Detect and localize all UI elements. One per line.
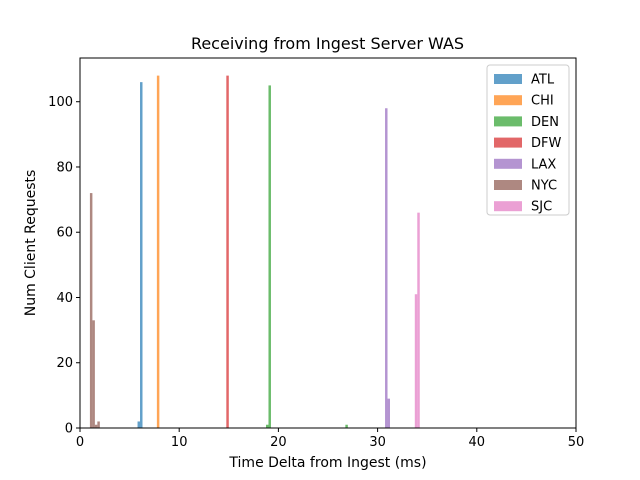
x-tick-label: 10: [171, 435, 188, 450]
legend-label-sjc: SJC: [531, 200, 552, 215]
x-tick-label: 30: [369, 435, 386, 450]
y-tick-label: 20: [56, 356, 73, 371]
y-axis-label: Num Client Requests: [23, 170, 39, 317]
bar-den-2: [345, 424, 348, 428]
legend-label-dfw: DFW: [531, 136, 561, 151]
legend-label-nyc: NYC: [531, 179, 557, 194]
legend-label-atl: ATL: [531, 73, 555, 88]
bar-lax-1: [387, 398, 390, 428]
legend-label-chi: CHI: [531, 94, 554, 109]
bar-den-1: [268, 85, 271, 428]
y-tick-label: 0: [65, 422, 73, 437]
bar-nyc-3: [97, 421, 100, 428]
legend-label-den: DEN: [531, 115, 559, 130]
legend-swatch-dfw: [494, 137, 522, 148]
y-axis: 0 20 40 60 80 100: [48, 95, 80, 437]
y-tick-label: 100: [48, 95, 73, 110]
bar-chi-0: [156, 75, 160, 429]
legend-label-lax: LAX: [531, 157, 556, 172]
legend-swatch-chi: [494, 95, 522, 106]
bars-layer: [89, 75, 420, 429]
bar-atl-1: [140, 82, 143, 428]
legend-swatch-den: [494, 116, 522, 127]
bar-atl-0: [137, 421, 141, 428]
plot-frame: [79, 57, 577, 429]
y-tick-label: 80: [56, 160, 73, 175]
bar-nyc-2: [94, 424, 98, 428]
y-tick-label: 40: [56, 291, 73, 306]
legend-swatch-atl: [494, 74, 522, 84]
bar-dfw-0: [226, 75, 229, 429]
x-tick-label: 40: [469, 435, 486, 450]
legend-swatch-sjc: [494, 201, 522, 212]
y-tick-label: 60: [56, 226, 73, 241]
x-tick-label: 50: [568, 435, 585, 450]
chart-title: Receiving from Ingest Server WAS: [191, 34, 464, 53]
x-axis-label: Time Delta from Ingest (ms): [228, 455, 426, 471]
bar-nyc-0: [89, 193, 93, 428]
bar-sjc-1: [417, 212, 420, 428]
bar-lax-0: [385, 108, 388, 428]
bar-den-0: [266, 424, 269, 428]
legend: ATL CHI DEN DFW LAX NYC SJC: [486, 64, 570, 216]
legend-swatch-lax: [494, 158, 522, 169]
x-tick-label: 0: [76, 435, 84, 450]
x-tick-label: 20: [270, 435, 287, 450]
bar-nyc-1: [92, 320, 95, 428]
legend-swatch-nyc: [494, 180, 522, 190]
x-axis: 0 10 20 30 40 50: [76, 428, 584, 450]
bar-sjc-0: [414, 294, 418, 428]
